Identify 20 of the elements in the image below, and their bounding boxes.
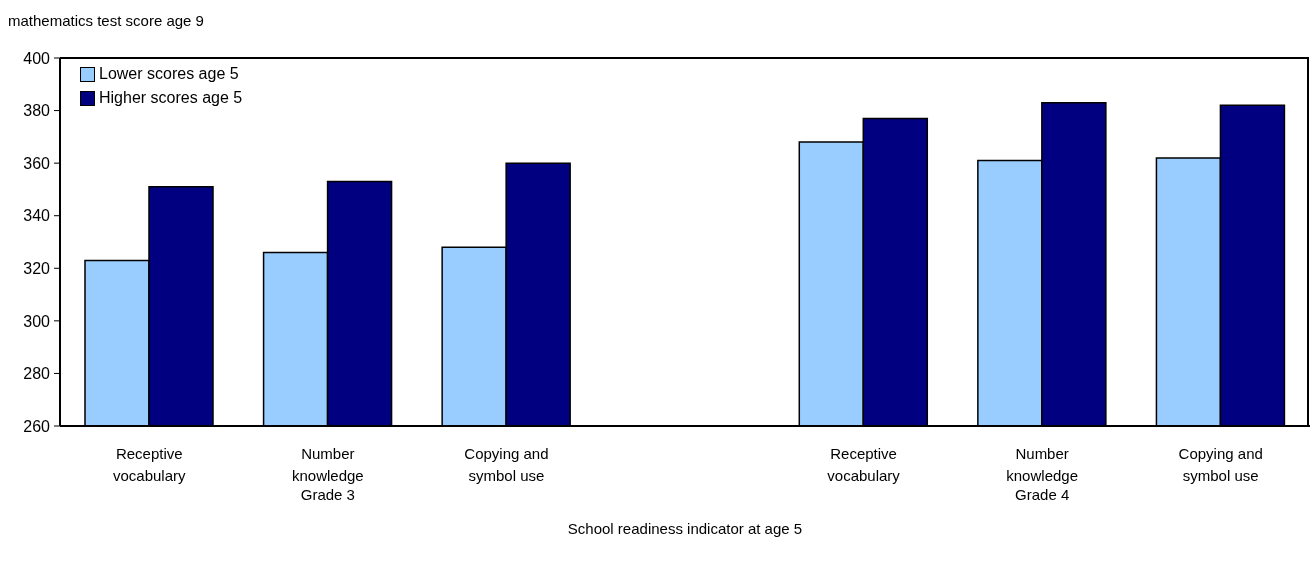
x-tick-label: Receptive vocabulary	[113, 444, 187, 484]
y-tick-label: 300	[23, 312, 51, 330]
y-tick-label: 340	[23, 207, 51, 225]
x-tick-label: Copying and symbol use	[464, 444, 549, 484]
y-tick-label: 400	[23, 49, 51, 67]
y-tick-label: 380	[23, 102, 51, 120]
y-tick-label: 260	[23, 417, 51, 435]
x-tick-label: Number knowledge	[1006, 444, 1078, 484]
x-axis-title: School readiness indicator at age 5	[566, 520, 804, 537]
y-tick-label: 320	[23, 259, 51, 277]
x-tick-label: Receptive vocabulary	[827, 444, 901, 484]
x-tick-label: Copying and symbol use	[1178, 444, 1263, 484]
legend-label: Lower scores age 5	[99, 64, 239, 84]
text: Grade 3	[299, 486, 356, 503]
x-tick-label: Number knowledge	[292, 444, 364, 484]
text: Grade 4	[1014, 486, 1071, 503]
legend-label: Higher scores age 5	[99, 88, 243, 108]
y-tick-label: 280	[23, 365, 51, 383]
y-axis-title: mathematics test score age 9	[8, 12, 204, 29]
y-tick-label: 360	[23, 154, 51, 172]
